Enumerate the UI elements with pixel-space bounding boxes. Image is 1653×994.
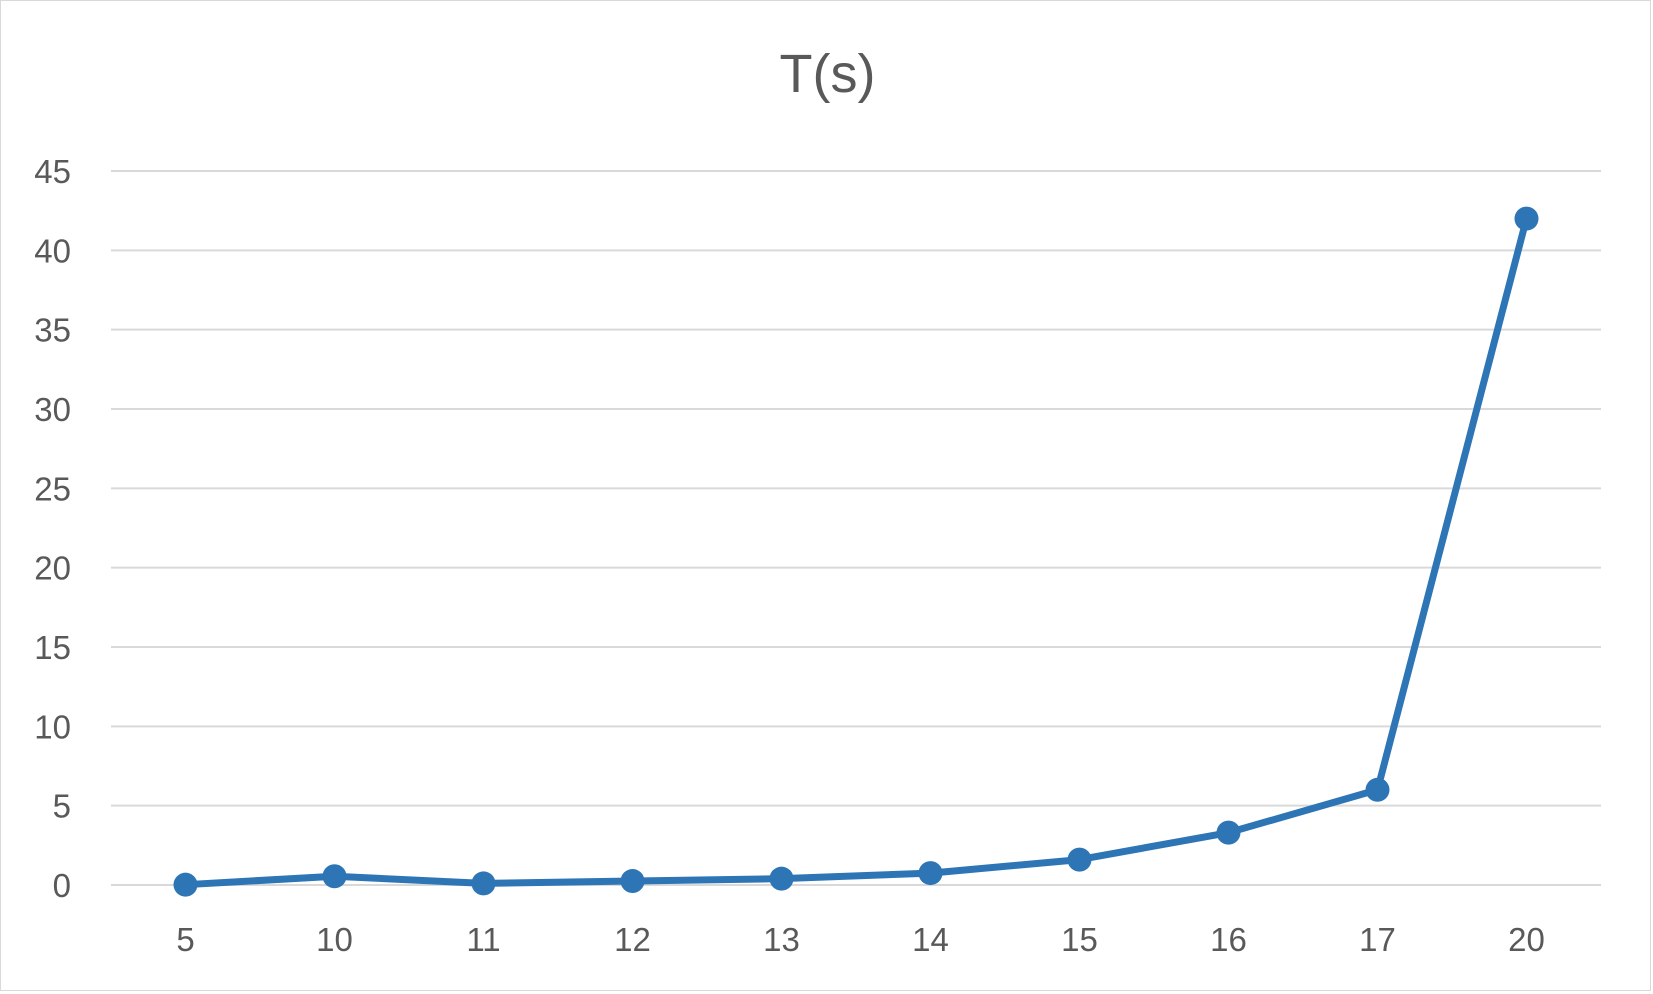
y-tick-label: 30 xyxy=(34,391,71,428)
x-tick-label: 13 xyxy=(763,921,800,958)
data-point xyxy=(1514,206,1539,231)
data-point xyxy=(173,872,198,897)
data-point xyxy=(1216,820,1241,845)
data-point xyxy=(620,869,645,894)
series-layer xyxy=(173,206,1539,897)
y-tick-label: 0 xyxy=(53,867,71,904)
y-tick-label: 35 xyxy=(34,312,71,349)
x-tick-label: 5 xyxy=(176,921,194,958)
x-tick-label: 16 xyxy=(1210,921,1247,958)
data-point xyxy=(918,861,943,886)
y-tick-label: 40 xyxy=(34,232,71,269)
series-line xyxy=(185,217,1530,889)
y-tick-label: 25 xyxy=(34,470,71,507)
data-point xyxy=(471,871,496,896)
y-tick-label: 20 xyxy=(34,550,71,587)
x-tick-label: 11 xyxy=(466,921,500,958)
x-tick-label: 12 xyxy=(614,921,651,958)
y-tick-label: 5 xyxy=(53,788,71,825)
y-tick-label: 45 xyxy=(34,153,71,190)
data-point xyxy=(1365,777,1390,802)
x-tick-label: 10 xyxy=(316,921,353,958)
x-axis-tick-labels: 5 10 11 12 13 14 15 16 17 20 xyxy=(176,921,1545,958)
data-point xyxy=(769,866,794,891)
y-axis-tick-labels: 0 5 10 15 20 25 30 35 40 45 xyxy=(34,153,71,904)
y-tick-label: 10 xyxy=(34,708,71,745)
chart-title: T(s) xyxy=(779,44,876,104)
y-tick-label: 15 xyxy=(34,629,71,666)
x-tick-label: 14 xyxy=(912,921,949,958)
gridlines xyxy=(111,170,1601,886)
data-point xyxy=(322,864,347,889)
x-tick-label: 20 xyxy=(1508,921,1545,958)
x-tick-label: 15 xyxy=(1061,921,1098,958)
data-point xyxy=(1067,847,1092,872)
x-tick-label: 17 xyxy=(1359,921,1396,958)
